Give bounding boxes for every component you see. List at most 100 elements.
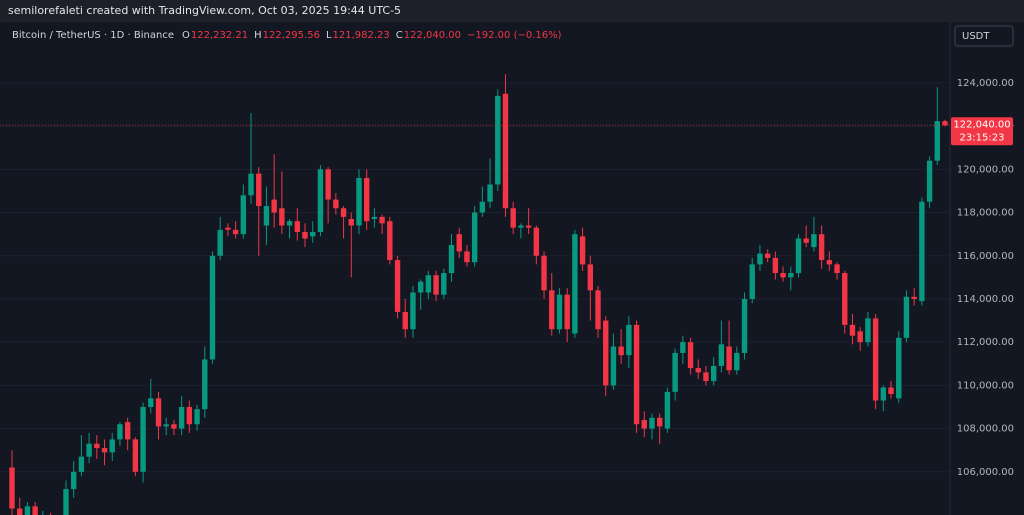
candle-body (86, 443, 92, 457)
candle-body (209, 255, 216, 360)
candle-body (664, 391, 671, 429)
attribution: semilorefaleti created with TradingView.… (8, 4, 401, 17)
candle-body (772, 257, 779, 274)
candle-body (703, 372, 709, 382)
candle-body (217, 229, 223, 256)
candle-body (510, 208, 516, 228)
candle-body (379, 216, 385, 224)
candle-body (849, 324, 856, 336)
candle-body (448, 244, 455, 274)
candle-body (63, 489, 69, 515)
currency[interactable]: USDT (962, 31, 990, 42)
candle-body (880, 387, 887, 401)
candle-body (479, 201, 486, 213)
candle-body (32, 506, 38, 515)
candle-body (587, 264, 594, 291)
candle-body (271, 199, 277, 213)
candle-body (340, 208, 347, 217)
candle-body (803, 238, 809, 243)
legend-key: L (326, 30, 332, 41)
candle-body (533, 227, 540, 256)
candle-body (672, 352, 678, 392)
candle-body (155, 398, 162, 427)
candle-body (687, 342, 694, 369)
candle-body (178, 406, 185, 429)
candle-body (348, 219, 354, 226)
candle-body (788, 273, 794, 278)
candle-body (903, 296, 910, 338)
candle-body (109, 439, 115, 453)
candle-body (518, 225, 524, 228)
candle-body (263, 206, 270, 226)
candle-body (649, 417, 655, 429)
candle-body (865, 318, 871, 343)
candle-body (811, 234, 817, 248)
candle-body (695, 368, 701, 373)
candle-body (240, 195, 247, 235)
candle-body (17, 508, 23, 515)
candle-body (626, 324, 632, 356)
y-tick-label: 124,000.00 (957, 78, 1014, 89)
candle-body (749, 264, 755, 299)
candle-body (680, 342, 686, 353)
candle-body (795, 238, 802, 274)
candle-body (934, 121, 940, 161)
candle-body (356, 177, 362, 226)
candle-body (317, 169, 324, 232)
candle-body (610, 346, 617, 386)
candle-body (78, 456, 85, 472)
candle-body (888, 387, 894, 395)
y-tick-label: 116,000.00 (957, 251, 1014, 262)
candle-body (387, 221, 393, 261)
y-tick-label: 108,000.00 (957, 424, 1014, 435)
candle-body (726, 346, 732, 371)
legend-key: C (396, 30, 403, 41)
candle-body (363, 177, 370, 222)
candle-body (24, 506, 31, 515)
candle-body (9, 467, 15, 509)
candle-body (302, 231, 308, 239)
candle-body (441, 273, 447, 295)
candle-body (572, 234, 578, 334)
candle-body (842, 273, 848, 325)
candle-body (826, 260, 833, 265)
candle-body (124, 422, 131, 440)
candle-body (734, 352, 740, 371)
candle-body (487, 184, 493, 202)
candle-body (433, 275, 439, 295)
candle-body (286, 221, 293, 226)
candles (0, 74, 950, 515)
candle-body (464, 251, 470, 263)
legend-value: 122,295.56 (263, 30, 320, 41)
candle-body (780, 273, 786, 278)
candle-body (140, 406, 146, 472)
candle-body (495, 95, 501, 185)
candle-body (101, 448, 108, 453)
legend: Bitcoin / TetherUS · 1D · Binance O 122,23… (12, 30, 562, 41)
candle-body (919, 201, 925, 302)
candle-body (942, 121, 948, 126)
legend-value: 121,982.23 (333, 30, 390, 41)
candle-body (232, 229, 239, 235)
currency-box[interactable] (954, 25, 1014, 47)
y-tick-label: 118,000.00 (957, 208, 1014, 219)
candle-body (186, 406, 193, 425)
candle-body (371, 216, 378, 220)
y-tick-label: 112,000.00 (957, 337, 1014, 348)
candle-body (818, 234, 825, 261)
candle-body (502, 93, 509, 209)
candle-body (394, 260, 401, 312)
candle-body (256, 173, 262, 207)
candle-body (525, 225, 532, 228)
candle-body (541, 255, 547, 291)
candle-body (410, 292, 416, 330)
legend-key: H (254, 30, 262, 41)
candle-body (294, 221, 300, 232)
candle-body (764, 253, 771, 258)
header-bar (0, 0, 1024, 22)
legend-key: O (182, 30, 190, 41)
candle-body (225, 227, 231, 230)
candle-body (171, 424, 177, 429)
candle-body (94, 443, 100, 449)
